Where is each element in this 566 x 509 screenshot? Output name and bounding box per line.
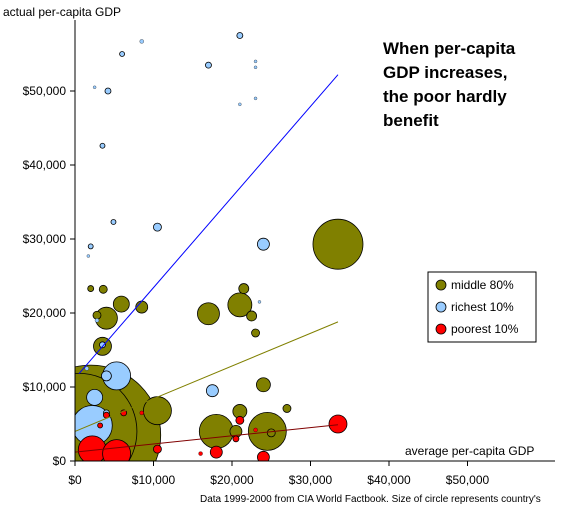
- bubble-poorest: [257, 450, 270, 461]
- bubble-richest: [92, 85, 97, 89]
- footnote: Data 1999-2000 from CIA World Factbook. …: [200, 494, 541, 505]
- legend-label-poorest: poorest 10%: [451, 322, 519, 336]
- bubble-richest: [205, 61, 212, 69]
- legend-swatch-poorest: [435, 323, 447, 335]
- bubble-poorest: [232, 435, 240, 443]
- bubble-middle: [312, 218, 364, 270]
- bubble-poorest: [328, 414, 348, 434]
- bubble-middle: [198, 413, 234, 449]
- title-line-3: the poor hardly: [383, 87, 507, 106]
- y-tick-label: $30,000: [23, 232, 67, 246]
- bubble-richest: [99, 341, 106, 349]
- bubble-richest: [86, 388, 104, 406]
- x-tick-label: $0: [68, 473, 82, 487]
- bubble-middle: [266, 428, 276, 438]
- x-tick-label: $10,000: [132, 473, 176, 487]
- bubble-richest: [205, 384, 219, 398]
- x-tick-label: $30,000: [289, 473, 333, 487]
- bubble-richest: [104, 87, 112, 95]
- bubble-middle: [255, 377, 271, 393]
- bubble-richest: [253, 59, 258, 64]
- y-axis-label: actual per-capita GDP: [3, 5, 121, 19]
- x-ticks: $0 $10,000 $20,000 $30,000 $40,000 $50,000: [68, 461, 490, 487]
- bubble-richest: [256, 237, 270, 251]
- y-tick-label: $20,000: [23, 306, 67, 320]
- legend-label-richest: richest 10%: [451, 300, 514, 314]
- bubble-middle: [227, 292, 253, 318]
- bubble-middle: [135, 300, 149, 314]
- bubble-richest: [238, 102, 242, 106]
- x-tick-label: $40,000: [367, 473, 411, 487]
- bubble-richest: [110, 219, 117, 225]
- x-axis-label: average per-capita GDP: [405, 444, 534, 458]
- bubble-richest: [94, 318, 100, 323]
- bubble-richest: [253, 96, 258, 101]
- bubble-middle: [197, 302, 220, 326]
- bubble-middle: [87, 285, 95, 292]
- title-line-4: benefit: [383, 111, 439, 130]
- legend-swatch-richest: [435, 301, 447, 313]
- trendline-richest: [78, 74, 339, 375]
- bubble-richest: [87, 243, 94, 250]
- chart-title: When per-capita GDP increases, the poor …: [383, 39, 516, 130]
- y-ticks: $0 $10,000 $20,000 $30,000 $40,000 $50,000: [23, 84, 75, 468]
- trendline-middle: [74, 321, 339, 432]
- bubble-middle: [112, 295, 130, 313]
- bubble-richest: [101, 370, 112, 382]
- legend: middle 80% richest 10% poorest 10%: [427, 271, 537, 343]
- bubble-richest: [257, 300, 262, 304]
- legend-label-middle: middle 80%: [451, 278, 514, 292]
- title-line-1: When per-capita: [383, 39, 516, 58]
- bubble-middle: [238, 283, 250, 294]
- bubble-poorest: [253, 427, 258, 433]
- legend-swatch-middle: [435, 279, 447, 291]
- x-tick-label: $20,000: [210, 473, 254, 487]
- bubble-poorest: [198, 451, 203, 456]
- bubble-richest: [86, 254, 90, 258]
- bubble-richest: [84, 366, 89, 371]
- bubbles: [75, 32, 364, 461]
- bubble-poorest: [235, 415, 245, 425]
- y-tick-label: $10,000: [23, 380, 67, 394]
- bubble-poorest: [153, 444, 162, 454]
- y-tick-label: $50,000: [23, 84, 67, 98]
- bubble-middle: [98, 284, 108, 294]
- bubble-richest: [153, 222, 162, 232]
- y-tick-label: $40,000: [23, 158, 67, 172]
- bubble-richest: [236, 32, 244, 39]
- y-tick-label: $0: [53, 454, 67, 468]
- bubble-richest: [139, 39, 144, 44]
- bubble-richest: [99, 142, 106, 149]
- bubble-middle: [251, 328, 260, 338]
- bubble-poorest: [102, 439, 132, 461]
- bubble-poorest: [97, 422, 104, 429]
- bubble-poorest: [139, 410, 144, 416]
- bubble-richest: [253, 65, 258, 69]
- bubble-poorest: [209, 445, 223, 459]
- bubble-middle: [246, 310, 258, 322]
- bubble-richest: [119, 51, 125, 57]
- plot-area: [74, 32, 364, 461]
- x-tick-label: $50,000: [446, 473, 490, 487]
- bubble-middle: [92, 310, 102, 320]
- title-line-2: GDP increases,: [383, 63, 507, 82]
- bubble-middle: [282, 404, 292, 413]
- trendline-poorest: [74, 424, 339, 453]
